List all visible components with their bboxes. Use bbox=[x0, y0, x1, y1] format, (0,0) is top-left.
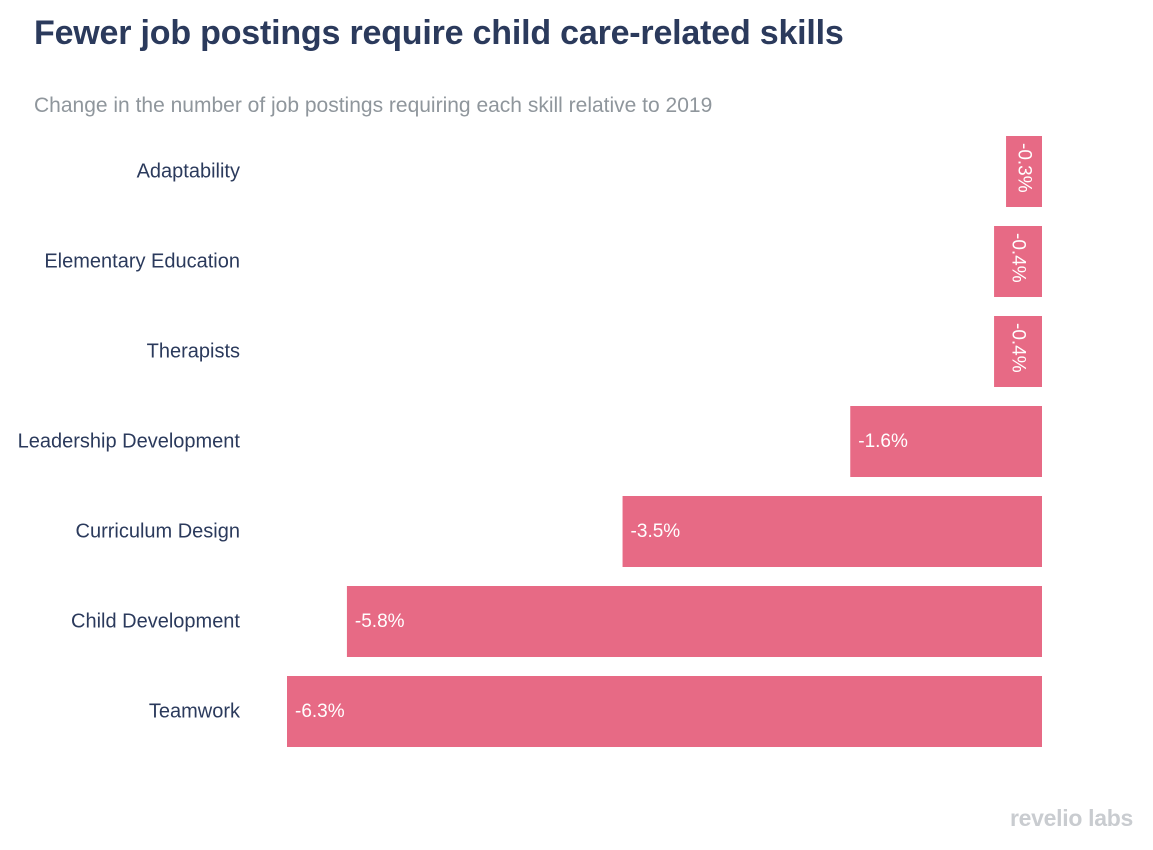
bar bbox=[622, 496, 1042, 567]
category-label: Therapists bbox=[147, 341, 240, 363]
value-label: -1.6% bbox=[858, 431, 908, 452]
bar bbox=[994, 316, 1042, 387]
category-label: Adaptability bbox=[137, 161, 240, 183]
value-label: -5.8% bbox=[355, 611, 405, 632]
revelio-labs-logo: revelio labs bbox=[1010, 805, 1133, 831]
bars-group: Adaptability -0.3% Elementary Education -0.… bbox=[18, 136, 1042, 747]
bar bbox=[287, 676, 1042, 747]
chart-subtitle: Change in the number of job postings req… bbox=[34, 94, 713, 117]
bar bbox=[1006, 136, 1042, 207]
category-label: Curriculum Design bbox=[76, 521, 241, 543]
bar bbox=[346, 586, 1042, 657]
chart-title: Fewer job postings require child care-re… bbox=[34, 14, 844, 52]
bar bbox=[850, 406, 1042, 477]
category-label: Elementary Education bbox=[44, 251, 240, 273]
category-label: Teamwork bbox=[149, 701, 241, 723]
bar bbox=[994, 226, 1042, 297]
value-label: -0.4% bbox=[1008, 323, 1029, 373]
category-label: Child Development bbox=[71, 611, 240, 633]
value-label: -0.3% bbox=[1014, 143, 1035, 193]
category-label: Leadership Development bbox=[18, 431, 241, 453]
value-label: -0.4% bbox=[1008, 233, 1029, 283]
value-label: -6.3% bbox=[295, 701, 345, 722]
value-label: -3.5% bbox=[631, 521, 681, 542]
